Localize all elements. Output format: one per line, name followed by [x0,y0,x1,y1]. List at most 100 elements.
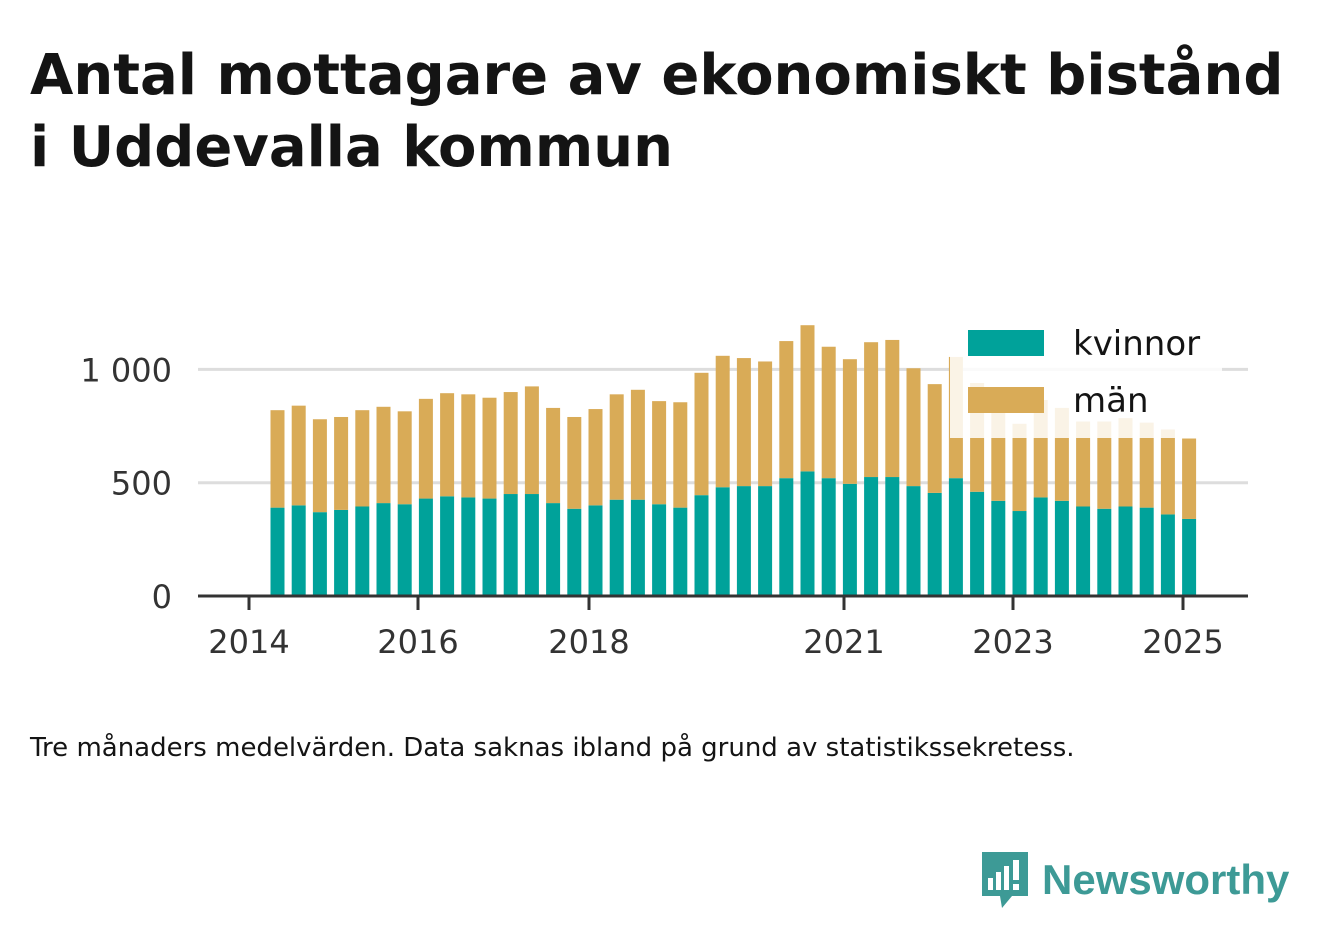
bar-man [291,405,306,506]
bar-kvinnor [864,477,879,596]
y-tick-label: 500 [111,465,172,503]
bar-kvinnor [1182,518,1197,596]
bar-kvinnor [1097,508,1112,596]
bar-kvinnor [334,509,349,596]
bar-kvinnor [567,508,582,596]
bar-man [1118,418,1133,507]
bar-man [927,384,942,493]
bar-kvinnor [270,507,285,596]
bar-kvinnor [1076,506,1091,596]
footnote: Tre månaders medelvärden. Data saknas ib… [30,733,1075,763]
bar-man [758,361,773,487]
bar-kvinnor [1012,511,1027,596]
bar-man [503,392,518,495]
bar-man [1097,421,1112,509]
bar-kvinnor [461,497,476,596]
x-tick-label: 2025 [1142,623,1223,661]
legend: kvinnor män [950,320,1222,438]
x-tick-label: 2014 [208,623,289,661]
bar-man [630,389,645,500]
bar-man [334,416,349,510]
y-tick-label: 0 [152,578,172,616]
bar-kvinnor [312,512,327,596]
bar-kvinnor [715,487,730,596]
bar-kvinnor [588,505,603,596]
bar-man [524,386,539,495]
bar-man [312,419,327,513]
bar-man [906,368,921,487]
bar-man [397,411,412,505]
bar-kvinnor [291,505,306,596]
bar-man [736,358,751,487]
bar-kvinnor [779,478,794,596]
stacked-bar-chart: 0 500 1 000 2014 2016 2018 2021 2023 2025 kvinno… [80,320,1248,661]
bar-kvinnor [906,486,921,596]
bar-kvinnor [842,483,857,596]
bar-man [440,393,455,497]
bar-man [694,372,709,496]
bar-kvinnor [482,498,497,596]
bar-kvinnor [1054,500,1069,596]
bar-kvinnor [991,500,1006,596]
bar-kvinnor [524,494,539,596]
bar-kvinnor [800,471,815,596]
bar-man [779,341,794,479]
bar-kvinnor [503,494,518,596]
bar-man [482,397,497,499]
x-tick-label: 2018 [548,623,629,661]
bar-kvinnor [927,492,942,596]
bar-man [821,346,836,479]
bar-kvinnor [736,486,751,596]
bar-man [673,402,688,508]
y-tick-label: 1 000 [80,351,172,389]
bar-kvinnor [355,506,370,596]
legend-swatch-man [968,387,1044,413]
x-tick-label: 2021 [803,623,884,661]
bar-man [800,325,815,472]
bar-man [609,394,624,500]
bar-kvinnor [1033,497,1048,596]
bar-man [376,406,391,504]
x-tick-label: 2016 [377,623,458,661]
bar-man [652,401,667,505]
bar-kvinnor [440,496,455,596]
bar-kvinnor [970,491,985,596]
bar-kvinnor [376,503,391,596]
bar-kvinnor [546,503,561,596]
legend-swatch-kvinnor [968,330,1044,356]
newsworthy-logo-icon [982,852,1028,908]
bar-kvinnor [821,478,836,596]
bar-kvinnor [1118,506,1133,596]
bars [270,325,1197,596]
bar-man [461,394,476,498]
legend-label-man: män [1073,381,1149,421]
bar-man [355,410,370,507]
bar-man [418,398,433,499]
bar-kvinnor [652,504,667,596]
legend-label-kvinnor: kvinnor [1073,324,1200,364]
bar-kvinnor [630,499,645,596]
bar-kvinnor [609,499,624,596]
bar-man [588,409,603,506]
bar-man [1076,421,1091,507]
bar-man [864,342,879,478]
x-tick-label: 2023 [972,623,1053,661]
brand-logo: Newsworthy [980,850,1289,910]
bar-man [546,407,561,504]
bar-kvinnor [885,477,900,596]
bar-man [270,410,285,508]
axes: 0 500 1 000 2014 2016 2018 2021 2023 2025 [80,351,1248,661]
bar-man [1182,438,1197,519]
bar-kvinnor [1139,507,1154,596]
bar-kvinnor [1160,514,1175,596]
bar-kvinnor [758,486,773,596]
bar-man [1139,422,1154,508]
bar-man [885,339,900,478]
bar-kvinnor [694,495,709,596]
bar-man [1012,423,1027,512]
bar-kvinnor [397,504,412,596]
bar-man [1160,429,1175,515]
brand-name: Newsworthy [1042,856,1290,903]
bar-man [842,359,857,484]
bar-man [715,355,730,488]
